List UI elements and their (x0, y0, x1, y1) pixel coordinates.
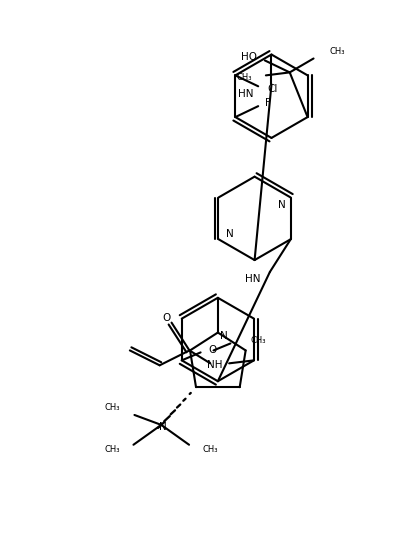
Text: CH₃: CH₃ (329, 47, 345, 56)
Text: N: N (220, 330, 228, 341)
Text: N: N (159, 422, 167, 432)
Text: O: O (162, 313, 171, 323)
Text: HO: HO (241, 53, 257, 62)
Text: HN: HN (245, 274, 261, 284)
Text: CH₃: CH₃ (250, 336, 266, 345)
Text: CH₃: CH₃ (104, 445, 120, 454)
Text: N: N (226, 229, 234, 239)
Text: CH₃: CH₃ (203, 445, 218, 454)
Text: CH₃: CH₃ (104, 402, 120, 412)
Text: HN: HN (238, 89, 254, 99)
Text: F: F (265, 98, 271, 108)
Text: CH₃: CH₃ (237, 73, 252, 82)
Text: NH: NH (207, 360, 222, 370)
Text: Cl: Cl (267, 84, 278, 94)
Text: N: N (278, 201, 286, 210)
Text: O: O (209, 345, 217, 356)
